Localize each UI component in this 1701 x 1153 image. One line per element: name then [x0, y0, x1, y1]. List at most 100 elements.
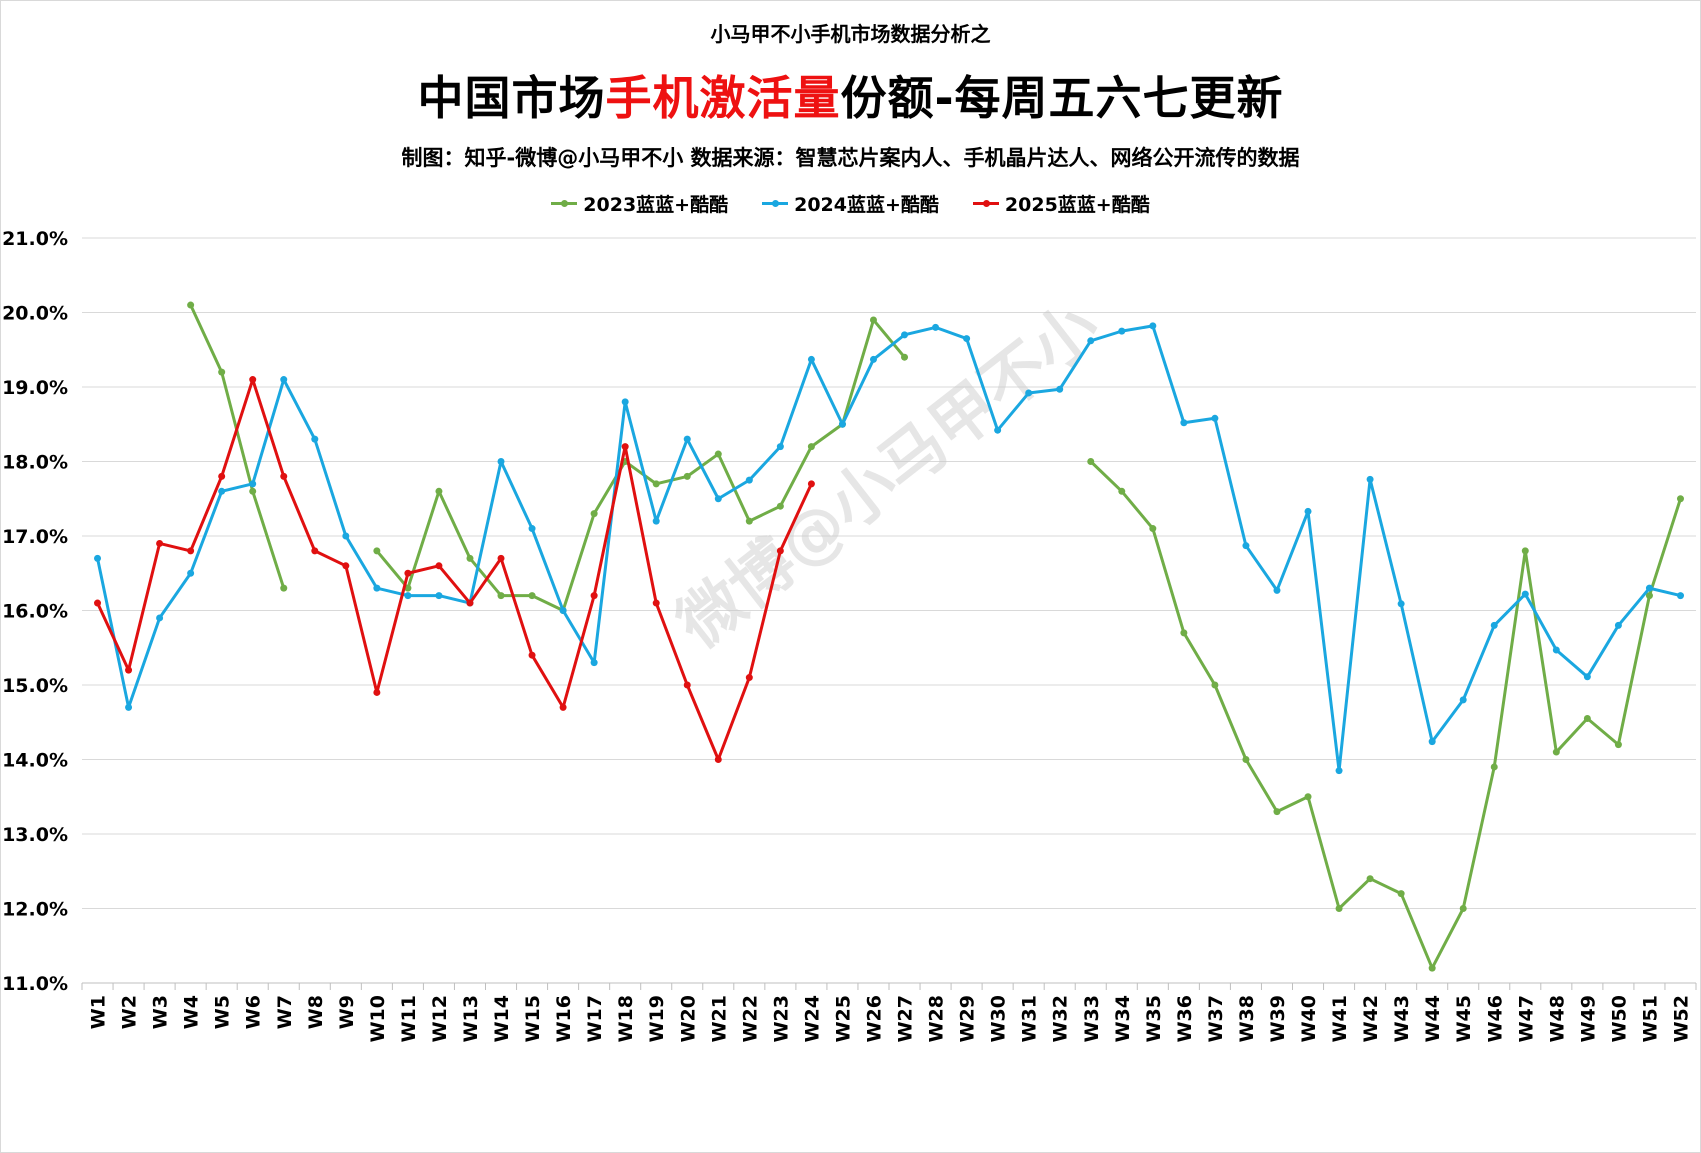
- data-point: [1211, 414, 1219, 422]
- x-tick-label: W9: [336, 995, 358, 1029]
- data-point: [497, 554, 505, 562]
- series-2: [94, 376, 815, 763]
- data-point: [1335, 767, 1343, 775]
- data-point: [187, 569, 195, 577]
- data-point: [1645, 592, 1653, 600]
- x-tick-label: W37: [1205, 995, 1227, 1042]
- data-point: [280, 376, 288, 384]
- data-point: [1335, 905, 1343, 912]
- data-point: [404, 569, 412, 577]
- data-point: [311, 435, 319, 443]
- data-point: [1676, 495, 1684, 503]
- x-tick-label: W6: [243, 995, 265, 1029]
- data-point: [1366, 475, 1374, 483]
- chart-legend: 2023蓝蓝+酷酷 2024蓝蓝+酷酷 2025蓝蓝+酷酷: [0, 190, 1701, 217]
- data-point: [1118, 327, 1126, 335]
- x-tick-label: W13: [460, 995, 482, 1042]
- data-point: [745, 476, 753, 484]
- legend-item-2024: 2024蓝蓝+酷酷: [762, 190, 939, 217]
- data-point: [94, 554, 102, 562]
- data-point: [373, 688, 381, 696]
- data-point: [776, 547, 784, 555]
- data-point: [901, 331, 909, 339]
- data-point: [1273, 586, 1281, 594]
- data-point: [466, 554, 474, 562]
- x-axis: W1 W2 W3 W4 W5 W6 W7 W8 W9 W10 W11 W12 W13 W14 W15 W16 W…: [81, 982, 1697, 1042]
- data-point: [807, 355, 815, 363]
- x-tick-label: W17: [584, 995, 606, 1042]
- legend-label-2024: 2024蓝蓝+酷酷: [794, 194, 939, 216]
- x-tick-label: W44: [1422, 995, 1444, 1042]
- data-point: [1304, 507, 1312, 515]
- data-point: [435, 487, 443, 495]
- chart-supertitle: 小马甲不小手机市场数据分析之: [710, 22, 991, 46]
- x-tick-label: W27: [895, 995, 917, 1042]
- legend-swatch-2024: [762, 200, 789, 207]
- y-tick-label: 16.0%: [2, 601, 68, 623]
- data-point: [683, 681, 691, 689]
- x-tick-label: W47: [1515, 995, 1537, 1042]
- x-tick-label: W16: [553, 995, 575, 1042]
- data-point: [1087, 458, 1095, 465]
- data-point: [342, 562, 350, 570]
- data-point: [249, 376, 257, 384]
- data-point: [435, 562, 443, 570]
- y-tick-label: 21.0%: [2, 228, 68, 250]
- data-point: [1397, 600, 1405, 608]
- data-point: [590, 592, 598, 600]
- series-line: [96, 378, 813, 761]
- data-point: [652, 480, 660, 488]
- data-point: [1459, 905, 1467, 912]
- legend-swatch-2023: [551, 200, 578, 207]
- data-point: [683, 472, 691, 480]
- data-point: [528, 651, 536, 659]
- data-point: [652, 517, 660, 525]
- data-point: [187, 547, 195, 555]
- x-tick-label: W8: [305, 995, 327, 1029]
- data-point: [1366, 875, 1374, 883]
- x-tick-label: W41: [1329, 995, 1351, 1042]
- data-point: [1614, 741, 1622, 749]
- x-tick-label: W49: [1577, 995, 1599, 1042]
- data-point: [1149, 322, 1157, 330]
- y-axis: 11.0% 12.0% 13.0% 14.0% 15.0% 16.0% 17.0% 18.0%…: [2, 228, 68, 995]
- data-point: [714, 756, 722, 763]
- data-point: [1025, 389, 1033, 397]
- x-tick-label: W22: [739, 995, 761, 1042]
- data-point: [1552, 748, 1560, 756]
- series-1: [94, 322, 1684, 775]
- x-tick-label: W5: [212, 995, 234, 1029]
- data-point: [342, 532, 350, 540]
- data-point: [1397, 890, 1405, 898]
- data-point: [1118, 487, 1126, 495]
- y-tick-label: 18.0%: [2, 452, 68, 474]
- data-point: [125, 703, 133, 711]
- x-tick-label: W2: [119, 995, 141, 1029]
- data-point: [249, 487, 257, 495]
- data-point: [280, 472, 288, 480]
- data-point: [1583, 673, 1591, 681]
- data-point: [404, 592, 412, 600]
- x-tick-label: W7: [274, 995, 296, 1029]
- data-point: [156, 539, 164, 547]
- data-point: [435, 592, 443, 600]
- title-part2: 份额-每周五六七更新: [840, 71, 1284, 125]
- data-point: [528, 525, 536, 533]
- x-tick-label: W29: [957, 995, 979, 1042]
- data-point: [1428, 964, 1436, 972]
- series-line: [1089, 460, 1682, 970]
- x-tick-label: W3: [150, 995, 172, 1029]
- data-point: [745, 517, 753, 525]
- y-tick-label: 15.0%: [2, 675, 68, 697]
- data-point: [1490, 763, 1498, 771]
- x-tick-label: W25: [832, 995, 854, 1042]
- data-point: [156, 614, 164, 622]
- x-tick-label: W14: [491, 995, 513, 1042]
- data-point: [280, 584, 288, 592]
- data-point: [373, 584, 381, 592]
- data-point: [1242, 756, 1250, 763]
- x-tick-label: W1: [88, 995, 110, 1029]
- data-point: [218, 487, 226, 495]
- watermark: 微博@小马甲不小: [664, 289, 1114, 663]
